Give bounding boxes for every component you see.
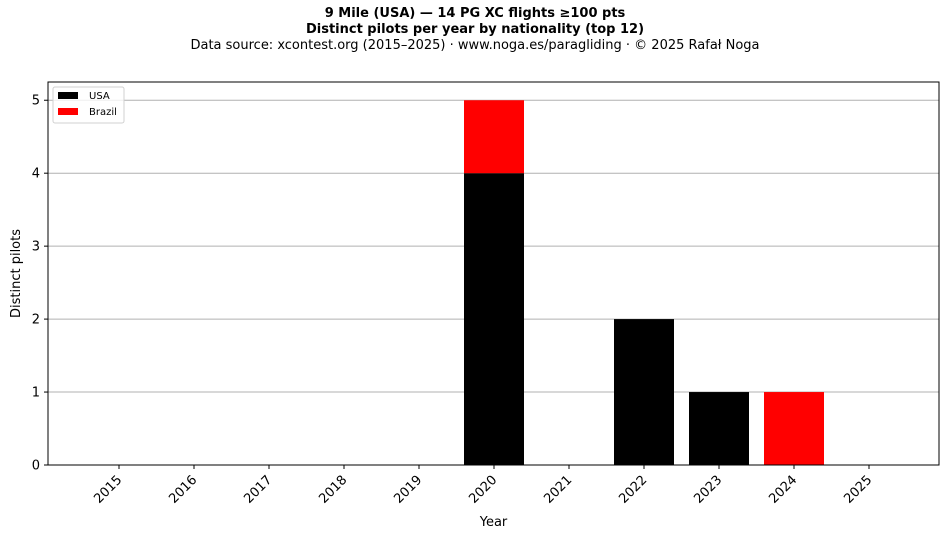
legend-swatch-brazil: [58, 108, 78, 115]
x-tick-label: 2021: [541, 473, 575, 507]
x-tick-label: 2015: [91, 473, 125, 507]
y-tick-label: 0: [32, 459, 40, 474]
x-tick-label: 2023: [691, 473, 725, 507]
x-axis: 2015 2016 2017 2018 2019 2020 2021 2022 2023 2024…: [91, 465, 875, 507]
x-tick-label: 2024: [766, 473, 800, 507]
y-tick-label: 4: [32, 167, 40, 182]
bar-brazil-2020: [464, 100, 524, 174]
x-tick-label: 2025: [841, 473, 875, 507]
legend: USA Brazil: [52, 86, 125, 124]
chart-title: 9 Mile (USA) — 14 PG XC flights ≥100 pts: [324, 6, 626, 21]
y-tick-label: 1: [32, 386, 40, 401]
x-tick-label: 2017: [241, 473, 275, 507]
x-tick-label: 2019: [391, 473, 425, 507]
x-axis-label: Year: [479, 515, 508, 530]
x-tick-label: 2020: [466, 473, 500, 507]
bars: [464, 100, 824, 465]
bar-usa-2022: [614, 319, 674, 465]
y-tick-label: 2: [32, 313, 40, 328]
chart-subtitle: Distinct pilots per year by nationality …: [305, 22, 645, 37]
chart-source: Data source: xcontest.org (2015–2025) · …: [190, 38, 760, 53]
y-tick-label: 3: [32, 240, 40, 255]
y-tick-label: 5: [32, 94, 40, 109]
x-tick-label: 2022: [616, 473, 650, 507]
x-tick-label: 2016: [166, 473, 200, 507]
chart-titles: 9 Mile (USA) — 14 PG XC flights ≥100 pts…: [0, 6, 950, 54]
y-axis: 0 1 2 3 4 5: [32, 94, 48, 474]
legend-label-brazil: Brazil: [89, 107, 117, 118]
bar-usa-2023: [689, 392, 749, 465]
bar-usa-2020: [464, 173, 524, 465]
x-tick-label: 2018: [316, 473, 350, 507]
bar-brazil-2024: [764, 392, 824, 465]
legend-swatch-usa: [58, 92, 78, 99]
legend-label-usa: USA: [89, 91, 110, 102]
y-axis-label: Distinct pilots: [9, 229, 24, 318]
